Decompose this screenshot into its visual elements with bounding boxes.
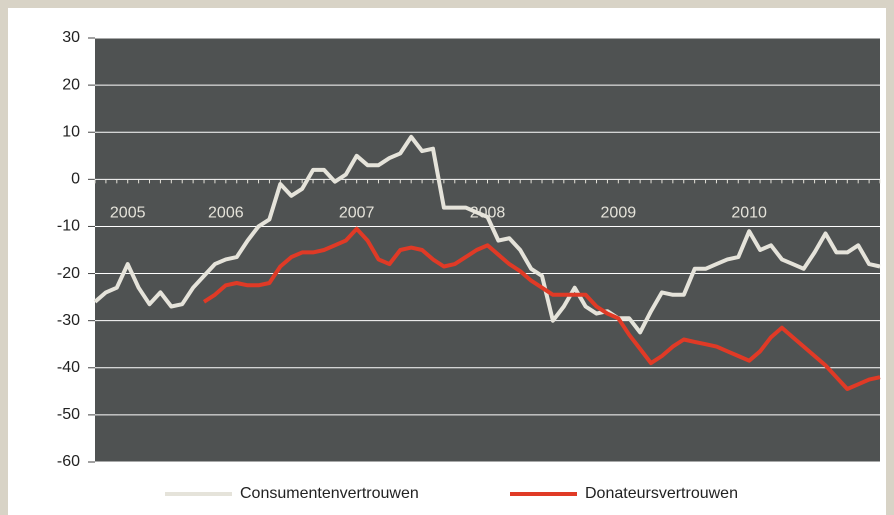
y-tick-label: 30 [62,29,80,46]
y-tick-label: -10 [57,218,80,235]
legend-label: Donateursvertrouwen [585,485,738,502]
x-tick-label: 2007 [339,205,375,222]
y-tick-label: 10 [62,123,80,140]
y-tick-label: -60 [57,453,80,470]
legend-label: Consumentenvertrouwen [240,485,419,502]
x-tick-label: 2009 [601,205,637,222]
y-tick-label: -40 [57,359,80,376]
series-line [93,134,881,335]
plot-area [95,38,880,462]
x-tick-label: 2010 [731,205,767,222]
x-tick-label: 2008 [470,205,506,222]
series-line [202,226,881,391]
y-tick-label: 20 [62,76,80,93]
y-tick-label: -50 [57,406,80,423]
x-tick-label: 2006 [208,205,244,222]
y-tick-label: -30 [57,312,80,329]
y-tick-label: -20 [57,265,80,282]
x-tick-label: 2005 [110,205,146,222]
y-tick-label: 0 [71,171,80,188]
